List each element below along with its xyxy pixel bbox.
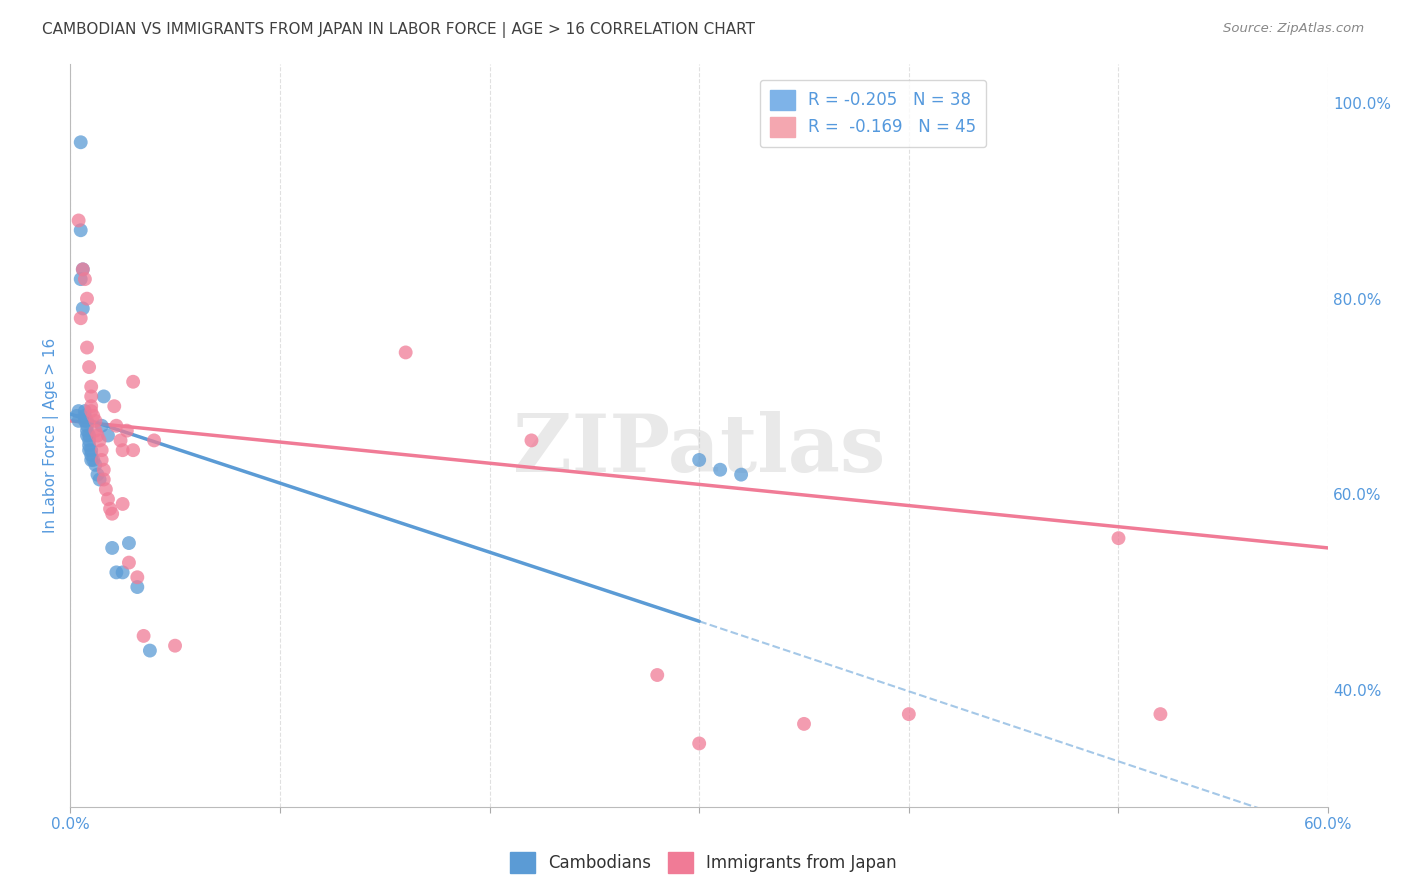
Point <box>793 717 815 731</box>
Point <box>80 443 103 458</box>
Point <box>115 424 138 438</box>
Point <box>520 434 543 448</box>
Point <box>101 541 124 555</box>
Point <box>84 424 107 438</box>
Point <box>76 428 98 442</box>
Point <box>1149 707 1171 722</box>
Point <box>93 473 115 487</box>
Point <box>688 453 710 467</box>
Point <box>77 438 100 452</box>
Point <box>709 463 731 477</box>
Point <box>90 418 112 433</box>
Y-axis label: In Labor Force | Age > 16: In Labor Force | Age > 16 <box>44 338 59 533</box>
Point <box>730 467 752 482</box>
Point <box>897 707 920 722</box>
Point <box>77 434 100 448</box>
Point <box>73 404 96 418</box>
Point <box>80 399 103 413</box>
Point <box>127 570 149 584</box>
Point <box>90 443 112 458</box>
Point <box>84 458 107 472</box>
Point <box>76 292 98 306</box>
Point <box>93 463 115 477</box>
Point <box>98 501 121 516</box>
Point <box>122 443 145 458</box>
Point <box>1108 531 1130 545</box>
Text: ZIPatlas: ZIPatlas <box>513 411 886 490</box>
Point <box>89 473 111 487</box>
Point <box>76 418 98 433</box>
Point <box>80 379 103 393</box>
Point <box>688 736 710 750</box>
Legend: R = -0.205   N = 38, R =  -0.169   N = 45: R = -0.205 N = 38, R = -0.169 N = 45 <box>761 79 987 147</box>
Point <box>97 491 120 506</box>
Point <box>72 301 94 316</box>
Point <box>93 389 115 403</box>
Point <box>80 453 103 467</box>
Point <box>143 434 166 448</box>
Point <box>82 453 104 467</box>
Point <box>105 566 128 580</box>
Point <box>77 443 100 458</box>
Point <box>69 223 91 237</box>
Point <box>111 566 134 580</box>
Point <box>118 536 141 550</box>
Point <box>80 404 103 418</box>
Point <box>73 409 96 423</box>
Point <box>82 409 104 423</box>
Point <box>110 434 132 448</box>
Point <box>395 345 418 359</box>
Point <box>105 418 128 433</box>
Point <box>101 507 124 521</box>
Point <box>67 213 90 227</box>
Point <box>86 428 108 442</box>
Point <box>67 404 90 418</box>
Point <box>80 448 103 462</box>
Point <box>77 428 100 442</box>
Point <box>73 414 96 428</box>
Text: Source: ZipAtlas.com: Source: ZipAtlas.com <box>1223 22 1364 36</box>
Point <box>86 467 108 482</box>
Point <box>77 360 100 375</box>
Legend: Cambodians, Immigrants from Japan: Cambodians, Immigrants from Japan <box>503 846 903 880</box>
Point <box>94 483 117 497</box>
Point <box>127 580 149 594</box>
Point <box>67 414 90 428</box>
Point <box>645 668 668 682</box>
Point <box>118 556 141 570</box>
Point <box>76 424 98 438</box>
Point <box>65 409 87 423</box>
Point <box>73 272 96 286</box>
Point <box>103 399 125 413</box>
Point <box>132 629 155 643</box>
Point <box>69 272 91 286</box>
Point <box>76 414 98 428</box>
Point <box>139 643 162 657</box>
Point <box>90 453 112 467</box>
Point <box>122 375 145 389</box>
Point <box>165 639 187 653</box>
Point <box>80 389 103 403</box>
Point <box>69 135 91 149</box>
Point <box>76 341 98 355</box>
Point <box>69 311 91 326</box>
Point <box>72 262 94 277</box>
Point <box>72 262 94 277</box>
Point <box>89 434 111 448</box>
Text: CAMBODIAN VS IMMIGRANTS FROM JAPAN IN LABOR FORCE | AGE > 16 CORRELATION CHART: CAMBODIAN VS IMMIGRANTS FROM JAPAN IN LA… <box>42 22 755 38</box>
Point <box>97 428 120 442</box>
Point <box>84 414 107 428</box>
Point <box>111 443 134 458</box>
Point <box>111 497 134 511</box>
